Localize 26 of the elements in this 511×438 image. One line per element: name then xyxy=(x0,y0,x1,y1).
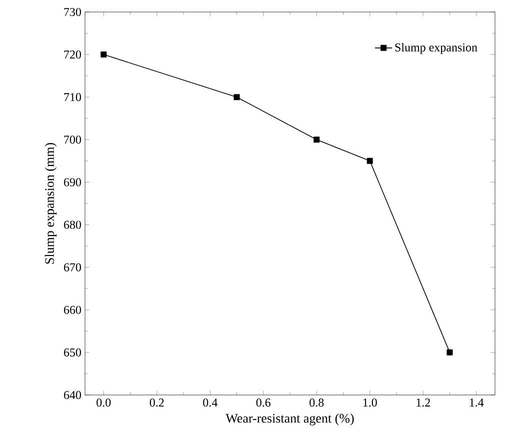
x-axis-title: Wear-resistant agent (%) xyxy=(226,414,354,426)
legend-label: Slump expansion xyxy=(395,43,478,54)
y-tick-label: 680 xyxy=(64,220,82,229)
y-tick-label: 640 xyxy=(64,390,82,400)
x-tick-label: 0.8 xyxy=(310,398,324,407)
y-tick-label: 690 xyxy=(64,178,82,186)
x-tick-label: 1.4 xyxy=(470,398,484,407)
point xyxy=(234,94,240,100)
x-tick-label: 1.2 xyxy=(416,398,430,407)
x-tick-label: 0.4 xyxy=(203,398,218,407)
y-tick-label: 660 xyxy=(64,306,82,314)
x-tick-label: 0.6 xyxy=(256,398,271,407)
x-tick-label: 0.2 xyxy=(150,398,164,407)
y-tick-label: 650 xyxy=(64,348,82,356)
y-axis-title: Slump expansion (mm) xyxy=(44,143,57,264)
y-tick-label: 720 xyxy=(64,50,82,59)
point xyxy=(314,136,320,143)
point xyxy=(446,349,453,356)
x-tick-label: 0.0 xyxy=(96,398,111,407)
y-tick-label: 710 xyxy=(64,93,82,102)
y-tick-label: 700 xyxy=(64,136,82,144)
y-tick-label: 670 xyxy=(64,263,82,272)
x-tick-label: 1.0 xyxy=(363,398,377,407)
y-tick-label: 730 xyxy=(64,8,82,16)
point xyxy=(366,158,373,164)
point xyxy=(100,52,107,58)
